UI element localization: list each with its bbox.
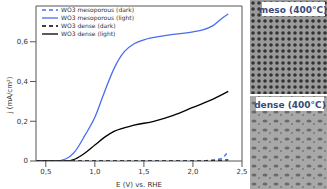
svg-text:0,2: 0,2: [17, 118, 28, 126]
svg-text:0,4: 0,4: [17, 78, 29, 86]
svg-text:dense (400°C): dense (400°C): [254, 100, 319, 110]
svg-text:0: 0: [24, 157, 28, 165]
svg-text:E (V) vs. RHE: E (V) vs. RHE: [116, 181, 162, 189]
svg-text:j (mA/cm²): j (mA/cm²): [8, 76, 14, 114]
html-text:WO3 dense (dark): WO3 dense (dark): [61, 22, 116, 29]
svg-text:1,0: 1,0: [89, 168, 100, 176]
html-text:WO3 mesoporous (light): WO3 mesoporous (light): [61, 14, 134, 21]
svg-text:2,5: 2,5: [236, 168, 247, 176]
svg-text:2,0: 2,0: [187, 168, 198, 176]
svg-text:1,5: 1,5: [138, 168, 149, 176]
html-text:WO3 dense (light): WO3 dense (light): [61, 30, 116, 37]
svg-text:0,6: 0,6: [17, 38, 29, 46]
svg-text:0,5: 0,5: [40, 168, 51, 176]
html-text:WO3 mesoporous (dark): WO3 mesoporous (dark): [61, 6, 135, 13]
svg-text:meso (400°C): meso (400°C): [259, 5, 319, 15]
